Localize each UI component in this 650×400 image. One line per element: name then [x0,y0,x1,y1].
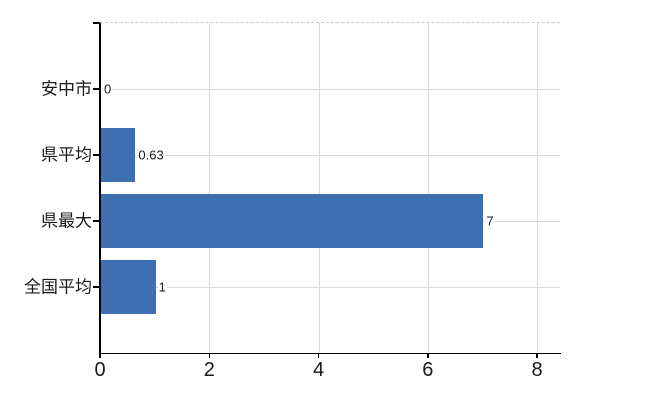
y-axis-tick [93,88,100,90]
x-axis-tick [99,353,101,358]
bar [101,128,136,182]
x-axis-tick [208,353,210,358]
vertical-gridline [537,23,538,353]
value-label: 0 [103,81,113,97]
category-label: 安中市 [41,79,92,99]
horizontal-gridline [100,287,560,288]
vertical-gridline [427,23,429,353]
x-tick-label: 0 [94,359,106,381]
x-axis-tick [536,353,538,358]
value-label: 0.63 [137,147,165,163]
vertical-gridline [209,23,211,353]
plot-top-border [100,22,560,23]
y-axis-tick [93,286,100,288]
category-label: 県最大 [41,211,92,231]
x-tick-label: 6 [422,359,434,381]
plot-area: 0 0.63 7 1 [100,23,560,353]
x-axis-tick [427,353,429,358]
category-label: 県平均 [41,145,92,165]
vertical-gridline [318,23,320,353]
bar [101,260,156,314]
value-label: 7 [485,213,495,229]
x-axis-tick [317,353,320,358]
horizontal-gridline [100,89,560,90]
value-label: 1 [157,279,167,295]
x-tick-label: 2 [203,359,215,381]
bar [101,194,484,248]
horizontal-gridline [100,155,560,156]
x-tick-label: 4 [312,359,325,381]
category-label: 全国平均 [24,277,92,297]
y-axis-top-tick [93,22,100,24]
y-axis-tick [93,154,100,156]
x-tick-label: 8 [531,359,543,381]
x-axis-line [99,352,561,354]
y-axis-tick [93,220,100,222]
y-axis-line [99,22,101,354]
